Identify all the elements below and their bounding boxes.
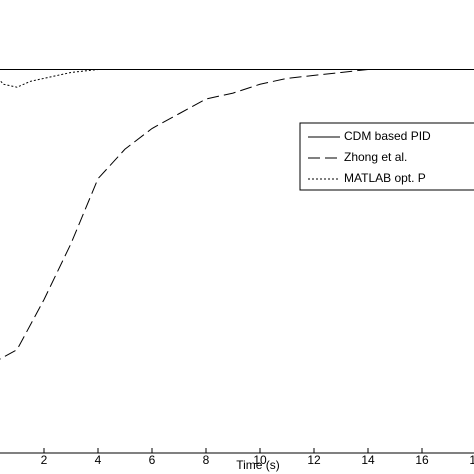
x-tick-label: 16	[415, 453, 429, 467]
series-line	[0, 69, 474, 360]
legend-label: Zhong et al.	[344, 150, 407, 164]
legend-label: CDM based PID	[344, 129, 431, 143]
x-axis-label: Time (s)	[236, 458, 280, 472]
x-tick-label: 10	[253, 453, 267, 467]
series-line	[0, 69, 474, 88]
x-tick-label: 6	[149, 453, 156, 467]
x-tick-label: 8	[203, 453, 210, 467]
x-tick-label: 12	[307, 453, 321, 467]
x-tick-label: 2	[41, 453, 48, 467]
plot-frame	[0, 452, 474, 454]
legend-label: MATLAB opt. P	[344, 171, 426, 185]
x-tick-label: 14	[361, 453, 375, 467]
x-tick-label: 18	[469, 453, 474, 467]
x-tick-label: 4	[95, 453, 102, 467]
